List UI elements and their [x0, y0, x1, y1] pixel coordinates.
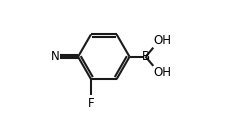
Text: F: F	[88, 97, 94, 110]
Text: OH: OH	[154, 34, 172, 47]
Text: N: N	[51, 50, 60, 63]
Text: B: B	[142, 50, 150, 63]
Text: OH: OH	[154, 66, 172, 79]
